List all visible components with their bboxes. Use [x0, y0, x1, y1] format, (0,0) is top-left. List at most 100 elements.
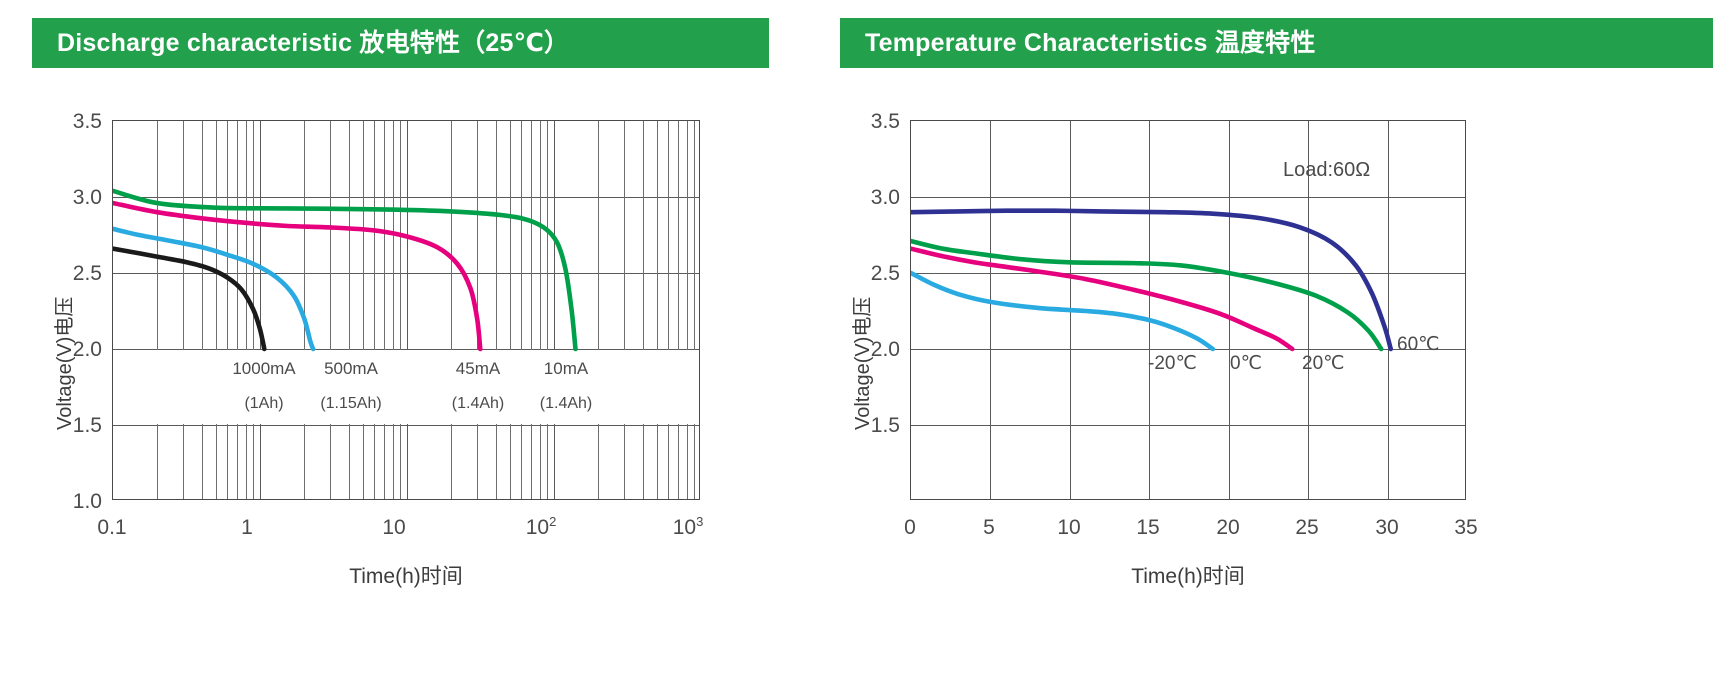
curve-45ma-1-4ah- — [113, 200, 483, 352]
panel-discharge-characteristic: Discharge characteristic 放电特性（25℃） Volta… — [0, 0, 820, 675]
gridline-v-left — [642, 121, 644, 499]
temp-label-minus20c: -20℃ — [1148, 353, 1197, 374]
y-tick-3-0-left: 3.0 — [72, 186, 102, 209]
x-tick-15-right: 15 — [1136, 516, 1160, 539]
gridline-v-left — [237, 121, 239, 499]
x-axis-title-left: Time(h)时间 — [349, 565, 463, 588]
discharge-curves — [113, 188, 578, 352]
x-tick-10-right: 10 — [1057, 516, 1081, 539]
gridline-v-left — [304, 121, 306, 499]
y-tick-2-5-right: 2.5 — [870, 262, 900, 285]
curve-20- — [911, 238, 1384, 352]
curve-0- — [911, 246, 1295, 352]
gridline-v-left — [348, 121, 350, 499]
y-tick-3-5-left: 3.5 — [72, 110, 102, 133]
gridline-v-left — [656, 121, 658, 499]
gridline-v-left — [215, 121, 217, 499]
gridline-h-2-5-right — [911, 273, 1465, 274]
gridline-v-5-right — [990, 121, 991, 499]
x-tick-30-right: 30 — [1375, 516, 1399, 539]
gridline-h-2-0-left — [113, 349, 699, 350]
plot-area-left: 1000mA (1Ah) 500mA (1.15Ah) 45mA (1.4Ah)… — [112, 120, 700, 500]
gridline-v-left — [539, 121, 541, 499]
gridline-h-1-5-left — [113, 425, 699, 426]
curve-1000ma-1ah- — [113, 246, 267, 352]
gridline-v-left — [451, 121, 453, 499]
x-tick-1000-left: 103 — [672, 514, 704, 539]
gridline-v-left — [521, 121, 523, 499]
curve-sublabel-1ah: (1Ah) — [244, 395, 284, 412]
x-tick-35-right: 35 — [1454, 516, 1478, 539]
gridline-v-left — [554, 121, 555, 499]
gridline-v-left — [392, 121, 394, 499]
panel-header-temperature: Temperature Characteristics 温度特性 — [840, 18, 1713, 68]
gridline-v-left — [260, 121, 261, 499]
temp-label-20c: 20℃ — [1302, 353, 1345, 374]
gridline-v-left — [183, 121, 185, 499]
gridline-h-1-5-right — [911, 425, 1465, 426]
gridline-v-left — [362, 121, 364, 499]
load-note: Load:60Ω — [1283, 159, 1371, 181]
gridline-v-left — [678, 121, 680, 499]
plot-area-right: Load:60Ω 60℃ — [910, 120, 1466, 500]
gridline-h-2-0-right — [911, 349, 1465, 350]
panel-temperature-characteristics: Temperature Characteristics 温度特性 Voltage… — [820, 0, 1713, 675]
gridline-v-left — [407, 121, 408, 499]
curve-sublabel-115ah: (1.15Ah) — [320, 395, 382, 412]
gridline-h-3-0-right — [911, 197, 1465, 198]
x-tick-20-right: 20 — [1216, 516, 1240, 539]
y-tick-2-5-left: 2.5 — [72, 262, 102, 285]
gridline-v-left — [531, 121, 533, 499]
temp-label-0c: 0℃ — [1230, 353, 1262, 374]
curve-500ma-1-15ah- — [113, 226, 316, 352]
x-tick-5-right: 5 — [983, 516, 995, 539]
gridline-v-left — [227, 121, 229, 499]
x-axis-title-right: Time(h)时间 — [1131, 565, 1245, 588]
gridline-v-left — [400, 121, 402, 499]
gridline-v-left — [495, 121, 497, 499]
panel-header-discharge: Discharge characteristic 放电特性（25℃） — [32, 18, 769, 68]
gridline-v-left — [157, 121, 159, 499]
y-tick-1-5-left: 1.5 — [72, 414, 102, 437]
gridline-v-left — [330, 121, 332, 499]
curve-label-45ma: 45mA — [455, 359, 501, 378]
curve-label-500ma: 500mA — [324, 359, 378, 378]
x-tick-1-left: 1 — [241, 516, 253, 539]
x-tick-0-right: 0 — [904, 516, 916, 539]
gridline-v-left — [201, 121, 203, 499]
gridline-v-left — [598, 121, 600, 499]
curve-60- — [911, 208, 1394, 352]
gridline-v-left — [509, 121, 511, 499]
x-tick-100-left: 102 — [525, 514, 557, 539]
x-tick-25-right: 25 — [1295, 516, 1319, 539]
y-tick-2-0-right: 2.0 — [870, 338, 900, 361]
temperature-curves — [911, 208, 1394, 352]
temp-label-60c: 60℃ — [1397, 334, 1440, 355]
y-tick-3-5-right: 3.5 — [870, 110, 900, 133]
gridline-v-left — [374, 121, 376, 499]
y-tick-1-0-left: 1.0 — [72, 490, 102, 513]
gridline-v-30-right — [1388, 121, 1389, 499]
gridline-h-2-5-left — [113, 273, 699, 274]
gridline-h-3-0-left — [113, 197, 699, 198]
gridline-v-left — [668, 121, 670, 499]
curve-label-1000ma: 1000mA — [232, 359, 296, 378]
curve--20- — [911, 270, 1216, 352]
gridline-v-left — [694, 121, 696, 499]
curve-label-10ma: 10mA — [543, 359, 589, 378]
gridline-v-left — [686, 121, 688, 499]
curve-10ma-1-4ah- — [113, 188, 578, 352]
annotation-mask-band — [114, 350, 699, 424]
y-tick-1-5-right: 1.5 — [870, 414, 900, 437]
gridline-v-20-right — [1229, 121, 1230, 499]
curve-sublabel-14ah-b: (1.4Ah) — [539, 395, 593, 412]
gridline-v-left — [547, 121, 549, 499]
y-axis-title-left: Voltage(V)电压 — [54, 296, 76, 430]
y-axis-title-right: Voltage(V)电压 — [852, 296, 874, 430]
gridline-v-left — [384, 121, 386, 499]
y-tick-3-0-right: 3.0 — [870, 186, 900, 209]
x-tick-0-1-left: 0.1 — [97, 516, 127, 539]
gridline-v-left — [245, 121, 247, 499]
y-tick-2-0-left: 2.0 — [72, 338, 102, 361]
curve-sublabel-14ah-a: (1.4Ah) — [451, 395, 505, 412]
